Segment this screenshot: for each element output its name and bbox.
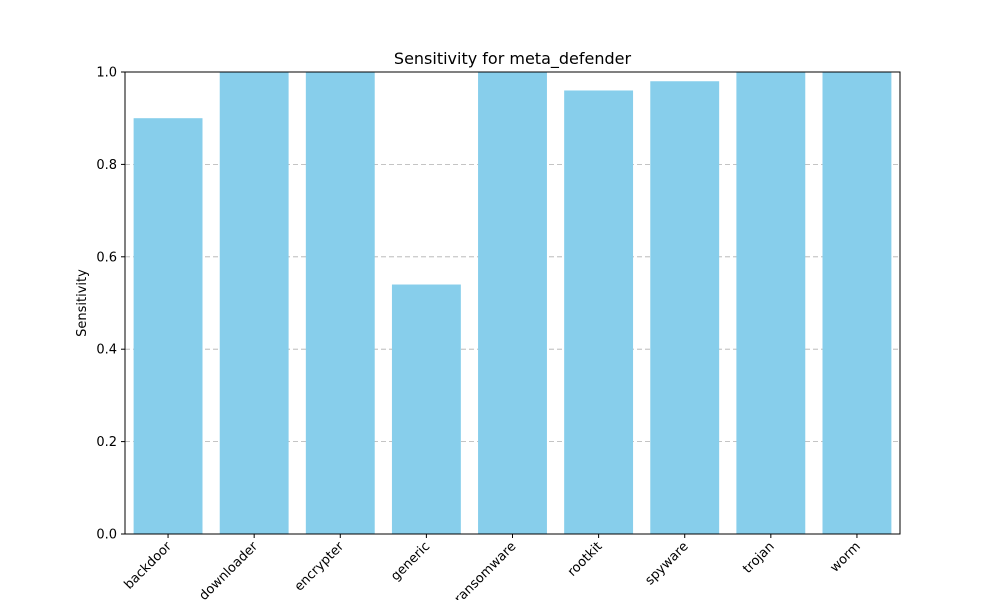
bar-downloader xyxy=(219,72,289,534)
x-tick-label: trojan xyxy=(740,539,777,576)
x-tick-label: worm xyxy=(827,539,863,575)
y-tick-label: 0.4 xyxy=(96,343,117,358)
x-tick-label: generic xyxy=(388,539,433,584)
bar-trojan xyxy=(736,72,806,534)
y-tick-label: 1.0 xyxy=(96,66,117,81)
x-tick-label: downloader xyxy=(196,539,261,600)
bars xyxy=(133,72,892,535)
y-tick-label: 0.8 xyxy=(96,158,117,173)
y-axis-label: Sensitivity xyxy=(75,269,90,337)
y-ticks: 0.0 0.2 0.4 0.6 0.8 1.0 xyxy=(96,66,125,543)
chart-title: Sensitivity for meta_defender xyxy=(394,49,632,69)
bar-generic xyxy=(391,284,461,534)
bar-encrypter xyxy=(305,72,375,534)
x-tick-label: rootkit xyxy=(565,539,606,580)
bar-worm xyxy=(822,72,892,534)
x-tick-label: ransomware xyxy=(452,539,520,600)
y-tick-label: 0.0 xyxy=(96,528,117,543)
x-ticks: backdoor downloader encrypter generic ransom… xyxy=(122,534,864,600)
x-tick-label: spyware xyxy=(642,539,691,588)
bar-rootkit xyxy=(564,90,634,534)
x-tick-label: encrypter xyxy=(292,539,348,595)
bar-spyware xyxy=(650,81,720,535)
y-tick-label: 0.2 xyxy=(96,435,117,450)
y-tick-label: 0.6 xyxy=(96,250,117,265)
x-tick-label: backdoor xyxy=(122,539,176,593)
bar-backdoor xyxy=(133,118,203,534)
bar-ransomware xyxy=(478,72,547,534)
